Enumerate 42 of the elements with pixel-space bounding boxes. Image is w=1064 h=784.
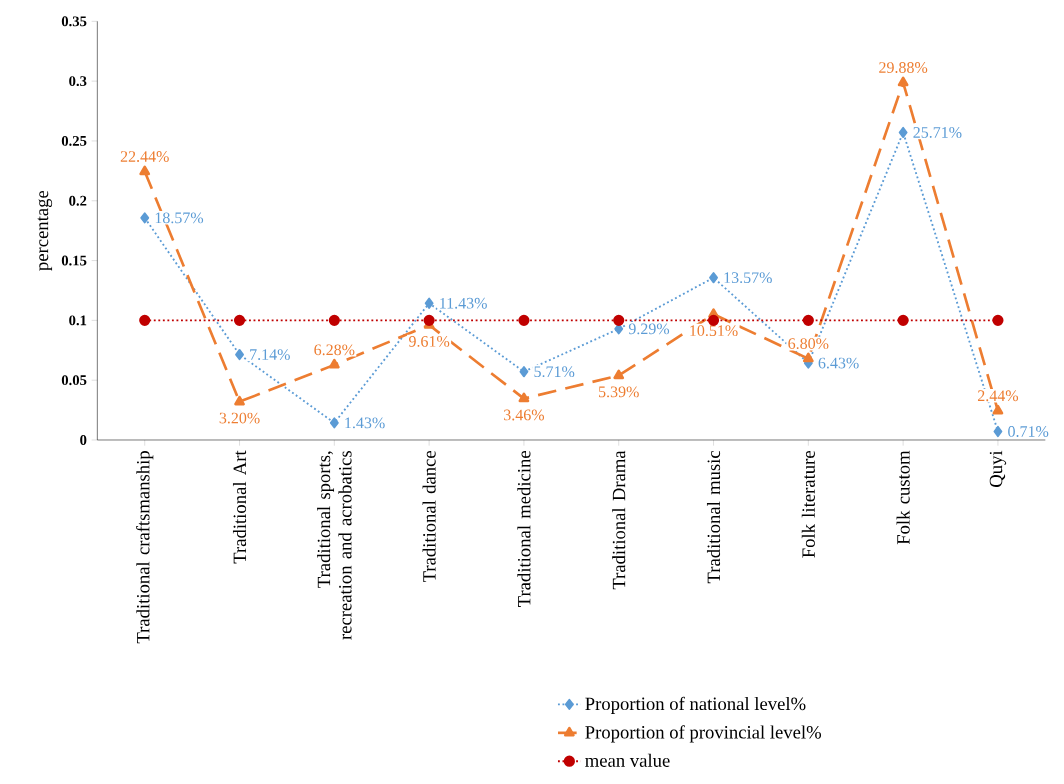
x-tick-label: Traditional music bbox=[706, 450, 721, 584]
y-tick-label: 0.1 bbox=[69, 315, 87, 326]
data-label: 10.51% bbox=[690, 325, 738, 337]
data-label: 13.57% bbox=[724, 272, 772, 284]
x-tick-label: Traditional sports, recreation and acrobatics bbox=[317, 451, 352, 640]
data-label: 3.46% bbox=[504, 409, 545, 421]
data-label: 6.43% bbox=[818, 357, 859, 369]
data-label: 6.28% bbox=[314, 344, 355, 356]
data-label: 5.39% bbox=[598, 386, 639, 398]
x-tick-label: Folk literature bbox=[801, 451, 815, 558]
data-label: 18.57% bbox=[155, 212, 204, 224]
x-tick-label: Traditional Drama bbox=[612, 450, 626, 590]
y-tick-label: 0.25 bbox=[61, 135, 87, 146]
y-tick-label: 0.3 bbox=[69, 76, 87, 87]
legend-label: Proportion of provincial level% bbox=[585, 725, 822, 743]
data-label: 9.29% bbox=[628, 323, 670, 335]
data-label: 5.71% bbox=[534, 366, 575, 378]
data-label: 1.43% bbox=[345, 417, 385, 429]
x-tick-label: Quyi bbox=[989, 450, 1007, 487]
x-tick-label: Traditional Art bbox=[232, 450, 247, 564]
y-tick-label: 0.15 bbox=[61, 255, 87, 266]
data-label: 11.43% bbox=[440, 297, 487, 309]
data-label: 9.61% bbox=[409, 335, 450, 347]
legend-label: Proportion of national level% bbox=[585, 696, 806, 714]
x-tick-label: Traditional dance bbox=[422, 451, 436, 583]
legend-label: mean value bbox=[585, 753, 670, 767]
data-label: 25.71% bbox=[913, 127, 962, 138]
data-label: 2.44% bbox=[977, 390, 1019, 402]
y-tick-label: 0.35 bbox=[61, 16, 87, 27]
y-tick-label: 0.05 bbox=[61, 375, 87, 386]
data-label: 22.44% bbox=[120, 151, 169, 162]
y-axis-title: percentage bbox=[37, 190, 53, 271]
x-tick-label: Folk custom bbox=[896, 450, 910, 545]
data-label: 7.14% bbox=[250, 349, 290, 361]
y-tick-label: 0 bbox=[80, 435, 87, 445]
x-tick-label: Traditional medicine bbox=[517, 451, 531, 607]
y-tick-label: 0.2 bbox=[69, 195, 87, 206]
data-label: 29.88% bbox=[879, 62, 928, 73]
x-tick-label: Traditional craftsmanship bbox=[136, 451, 154, 644]
data-label: 0.71% bbox=[1008, 426, 1049, 437]
data-label: 3.20% bbox=[219, 412, 260, 424]
data-label: 6.80% bbox=[788, 338, 829, 350]
